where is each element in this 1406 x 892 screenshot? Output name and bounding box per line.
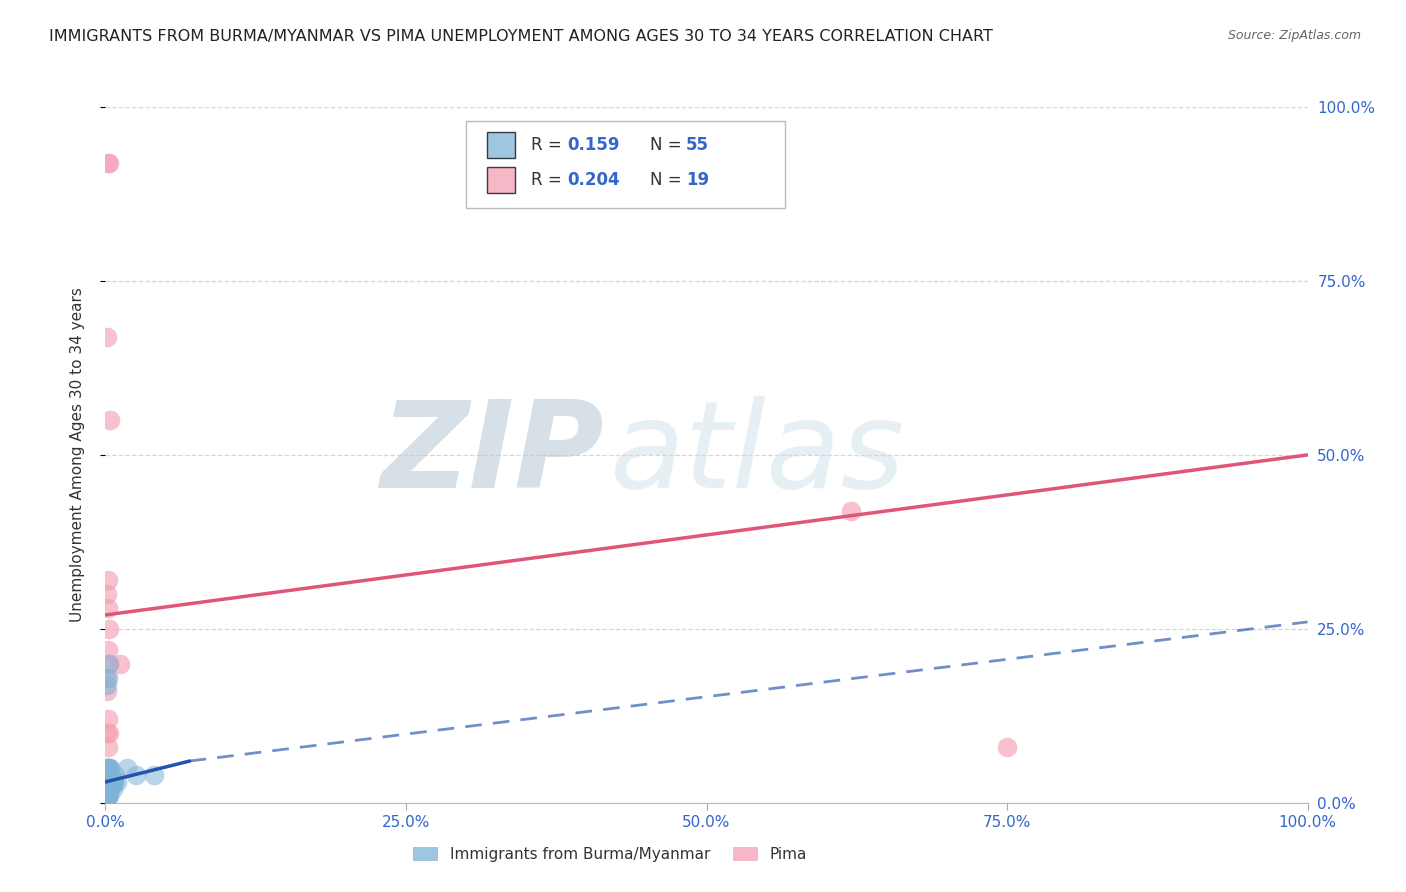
Text: Source: ZipAtlas.com: Source: ZipAtlas.com xyxy=(1227,29,1361,42)
Text: R =: R = xyxy=(531,171,567,189)
Point xyxy=(96,329,118,343)
Point xyxy=(96,684,118,698)
Point xyxy=(97,712,120,726)
Point xyxy=(98,768,121,782)
Point xyxy=(97,781,120,796)
Point xyxy=(97,781,120,796)
FancyBboxPatch shape xyxy=(486,132,516,158)
Point xyxy=(97,781,120,796)
Point xyxy=(98,726,121,740)
Point xyxy=(96,789,118,803)
Point xyxy=(97,573,120,587)
Point xyxy=(995,740,1018,755)
Point xyxy=(96,587,118,601)
Point xyxy=(96,789,118,803)
Point xyxy=(97,155,120,169)
Text: 19: 19 xyxy=(686,171,709,189)
Text: 0.159: 0.159 xyxy=(567,136,620,154)
Point xyxy=(98,781,121,796)
Point xyxy=(101,775,124,789)
Point xyxy=(98,761,121,775)
Point xyxy=(97,781,120,796)
Point xyxy=(97,671,120,685)
Point xyxy=(97,775,120,789)
Point xyxy=(98,775,121,789)
Point xyxy=(96,789,118,803)
Point xyxy=(97,781,120,796)
Point xyxy=(98,761,121,775)
Point xyxy=(96,761,118,775)
Point xyxy=(108,657,131,671)
Point xyxy=(97,601,120,615)
Point xyxy=(96,789,118,803)
Point xyxy=(97,642,120,657)
Point xyxy=(101,781,124,796)
Point xyxy=(96,726,118,740)
Point xyxy=(98,155,121,169)
Point xyxy=(100,775,122,789)
Point xyxy=(98,781,121,796)
Point xyxy=(98,413,121,427)
Point xyxy=(104,768,127,782)
Point xyxy=(96,789,118,803)
FancyBboxPatch shape xyxy=(465,121,785,208)
Text: N =: N = xyxy=(650,136,688,154)
Legend: Immigrants from Burma/Myanmar, Pima: Immigrants from Burma/Myanmar, Pima xyxy=(408,840,814,868)
Point xyxy=(97,768,120,782)
Point xyxy=(98,657,121,671)
Point xyxy=(98,781,121,796)
Point xyxy=(97,789,120,803)
Point xyxy=(96,775,118,789)
Point xyxy=(97,740,120,755)
Point xyxy=(96,761,118,775)
Point xyxy=(98,761,121,775)
Point xyxy=(98,789,121,803)
Point xyxy=(96,781,118,796)
Point xyxy=(97,781,120,796)
Text: ZIP: ZIP xyxy=(381,396,605,514)
Point xyxy=(96,677,118,691)
FancyBboxPatch shape xyxy=(486,167,516,193)
Point xyxy=(98,775,121,789)
Point xyxy=(97,768,120,782)
Point xyxy=(98,781,121,796)
Point xyxy=(96,768,118,782)
Point xyxy=(98,657,121,671)
Point xyxy=(96,775,118,789)
Point xyxy=(96,781,118,796)
Text: R =: R = xyxy=(531,136,567,154)
Text: 55: 55 xyxy=(686,136,709,154)
Point xyxy=(100,775,122,789)
Text: atlas: atlas xyxy=(610,396,905,514)
Point xyxy=(103,775,125,789)
Y-axis label: Unemployment Among Ages 30 to 34 years: Unemployment Among Ages 30 to 34 years xyxy=(70,287,84,623)
Point xyxy=(142,768,165,782)
Point xyxy=(96,789,118,803)
Point xyxy=(98,622,121,636)
Point xyxy=(97,789,120,803)
Point xyxy=(115,761,138,775)
Text: IMMIGRANTS FROM BURMA/MYANMAR VS PIMA UNEMPLOYMENT AMONG AGES 30 TO 34 YEARS COR: IMMIGRANTS FROM BURMA/MYANMAR VS PIMA UN… xyxy=(49,29,993,44)
Text: N =: N = xyxy=(650,171,688,189)
Point xyxy=(103,775,125,789)
Point xyxy=(97,768,120,782)
Point xyxy=(839,503,862,517)
Point xyxy=(96,781,118,796)
Point xyxy=(124,768,146,782)
Point xyxy=(107,775,129,789)
Point xyxy=(96,671,118,685)
Point xyxy=(98,768,121,782)
Point xyxy=(98,768,121,782)
Point xyxy=(100,775,122,789)
Point xyxy=(96,775,118,789)
Text: 0.204: 0.204 xyxy=(567,171,620,189)
